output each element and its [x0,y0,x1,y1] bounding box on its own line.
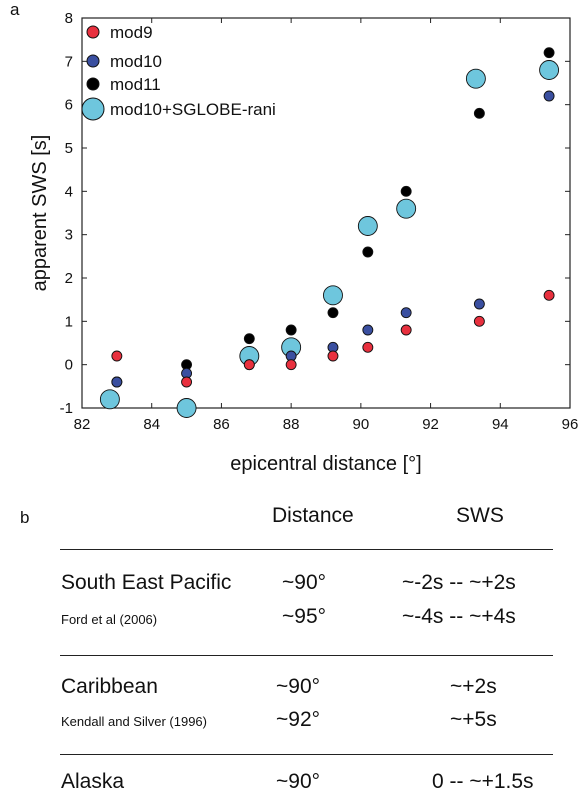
sep-distance-1: ~90° [282,571,327,594]
car-sws-1: ~+2s [450,675,497,698]
car-distance-1: ~90° [276,675,321,698]
car-distance-2: ~92° [276,708,321,731]
x-axis-label: epicentral distance [°] [230,453,421,475]
point-2-2 [243,333,255,345]
point-2-4 [327,307,339,319]
panel-a-label: a [10,0,20,19]
point-1-5 [362,324,374,336]
y-tick-label-5: 4 [65,183,73,200]
point-0-3 [285,359,297,371]
y-tick-label-9: 8 [65,10,73,27]
legend-marker-0 [86,25,100,39]
legend-label-1: mod10 [110,52,162,71]
y-tick-label-4: 3 [65,227,73,244]
point-0-6 [400,324,412,336]
x-tick-label-1: 84 [143,416,160,433]
x-tick-label-2: 86 [213,416,230,433]
point-3-4 [323,285,343,306]
point-3-8 [539,60,560,80]
point-3-0 [99,389,120,410]
point-2-7 [473,107,485,119]
point-0-2 [243,359,255,371]
legend-marker-3 [81,97,105,121]
header-sws: SWS [456,504,504,527]
reference-kendall: Kendall and Silver (1996) [61,714,207,729]
header-distance: Distance [272,504,354,527]
legend-marker-2 [86,77,100,91]
x-tick-label-0: 82 [74,416,91,433]
point-1-7 [473,298,485,310]
point-0-1 [181,376,193,388]
ala-distance-1: ~90° [276,770,321,793]
legend-label-2: mod11 [110,75,161,94]
point-0-4 [327,350,339,362]
y-tick-label-2: 1 [65,313,73,330]
region-alaska: Alaska [61,770,125,793]
x-tick-label-3: 88 [283,416,300,433]
panel-b-label: b [20,508,30,527]
legend-marker-1 [86,54,100,68]
point-2-8 [543,47,555,59]
point-1-8 [543,90,555,102]
point-3-5 [357,216,378,236]
point-3-7 [465,68,486,89]
sep-distance-2: ~95° [282,605,327,628]
rule-bottom [60,754,553,755]
y-tick-label-8: 7 [65,53,73,70]
point-1-0 [111,376,123,388]
x-tick-label-7: 96 [562,416,579,433]
y-tick-label-6: 5 [65,140,73,157]
plot-frame [81,17,571,409]
y-tick-label-7: 6 [65,97,73,114]
point-0-8 [543,289,555,301]
ala-sws-1: 0 -- ~+1.5s [432,770,534,793]
legend-label-0: mod9 [110,23,153,42]
x-tick-label-5: 92 [422,416,439,433]
y-tick-label-3: 2 [65,270,73,287]
point-3-6 [396,198,417,219]
reference-ford: Ford et al (2006) [61,612,158,627]
sep-sws-1: ~-2s -- ~+2s [402,571,516,594]
point-2-5 [362,246,374,258]
region-south-east-pacific: South East Pacific [61,571,232,594]
car-sws-2: ~+5s [450,708,497,731]
scatter-chart: 82 84 86 88 90 92 94 96 -1 0 1 2 3 4 5 6 7 8 epicentral di… [29,10,579,475]
point-3-1 [176,398,197,418]
y-axis-label: apparent SWS [s] [29,135,51,292]
point-0-0 [111,350,123,362]
y-tick-label-0: -1 [60,400,73,417]
sep-sws-2: ~-4s -- ~+4s [402,605,516,628]
rule-top [60,549,553,550]
x-tick-label-4: 90 [353,416,370,433]
comparison-table: Distance SWS South East Pacific Ford et … [0,490,579,800]
region-caribbean: Caribbean [61,675,158,698]
legend-label-3: mod10+SGLOBE-rani [110,100,276,119]
point-1-6 [400,307,412,319]
point-0-7 [473,315,485,327]
point-2-6 [400,185,412,197]
point-2-3 [285,324,297,336]
point-0-5 [362,341,374,353]
rule-middle [60,655,553,656]
y-tick-label-1: 0 [65,357,73,374]
x-tick-label-6: 94 [492,416,509,433]
